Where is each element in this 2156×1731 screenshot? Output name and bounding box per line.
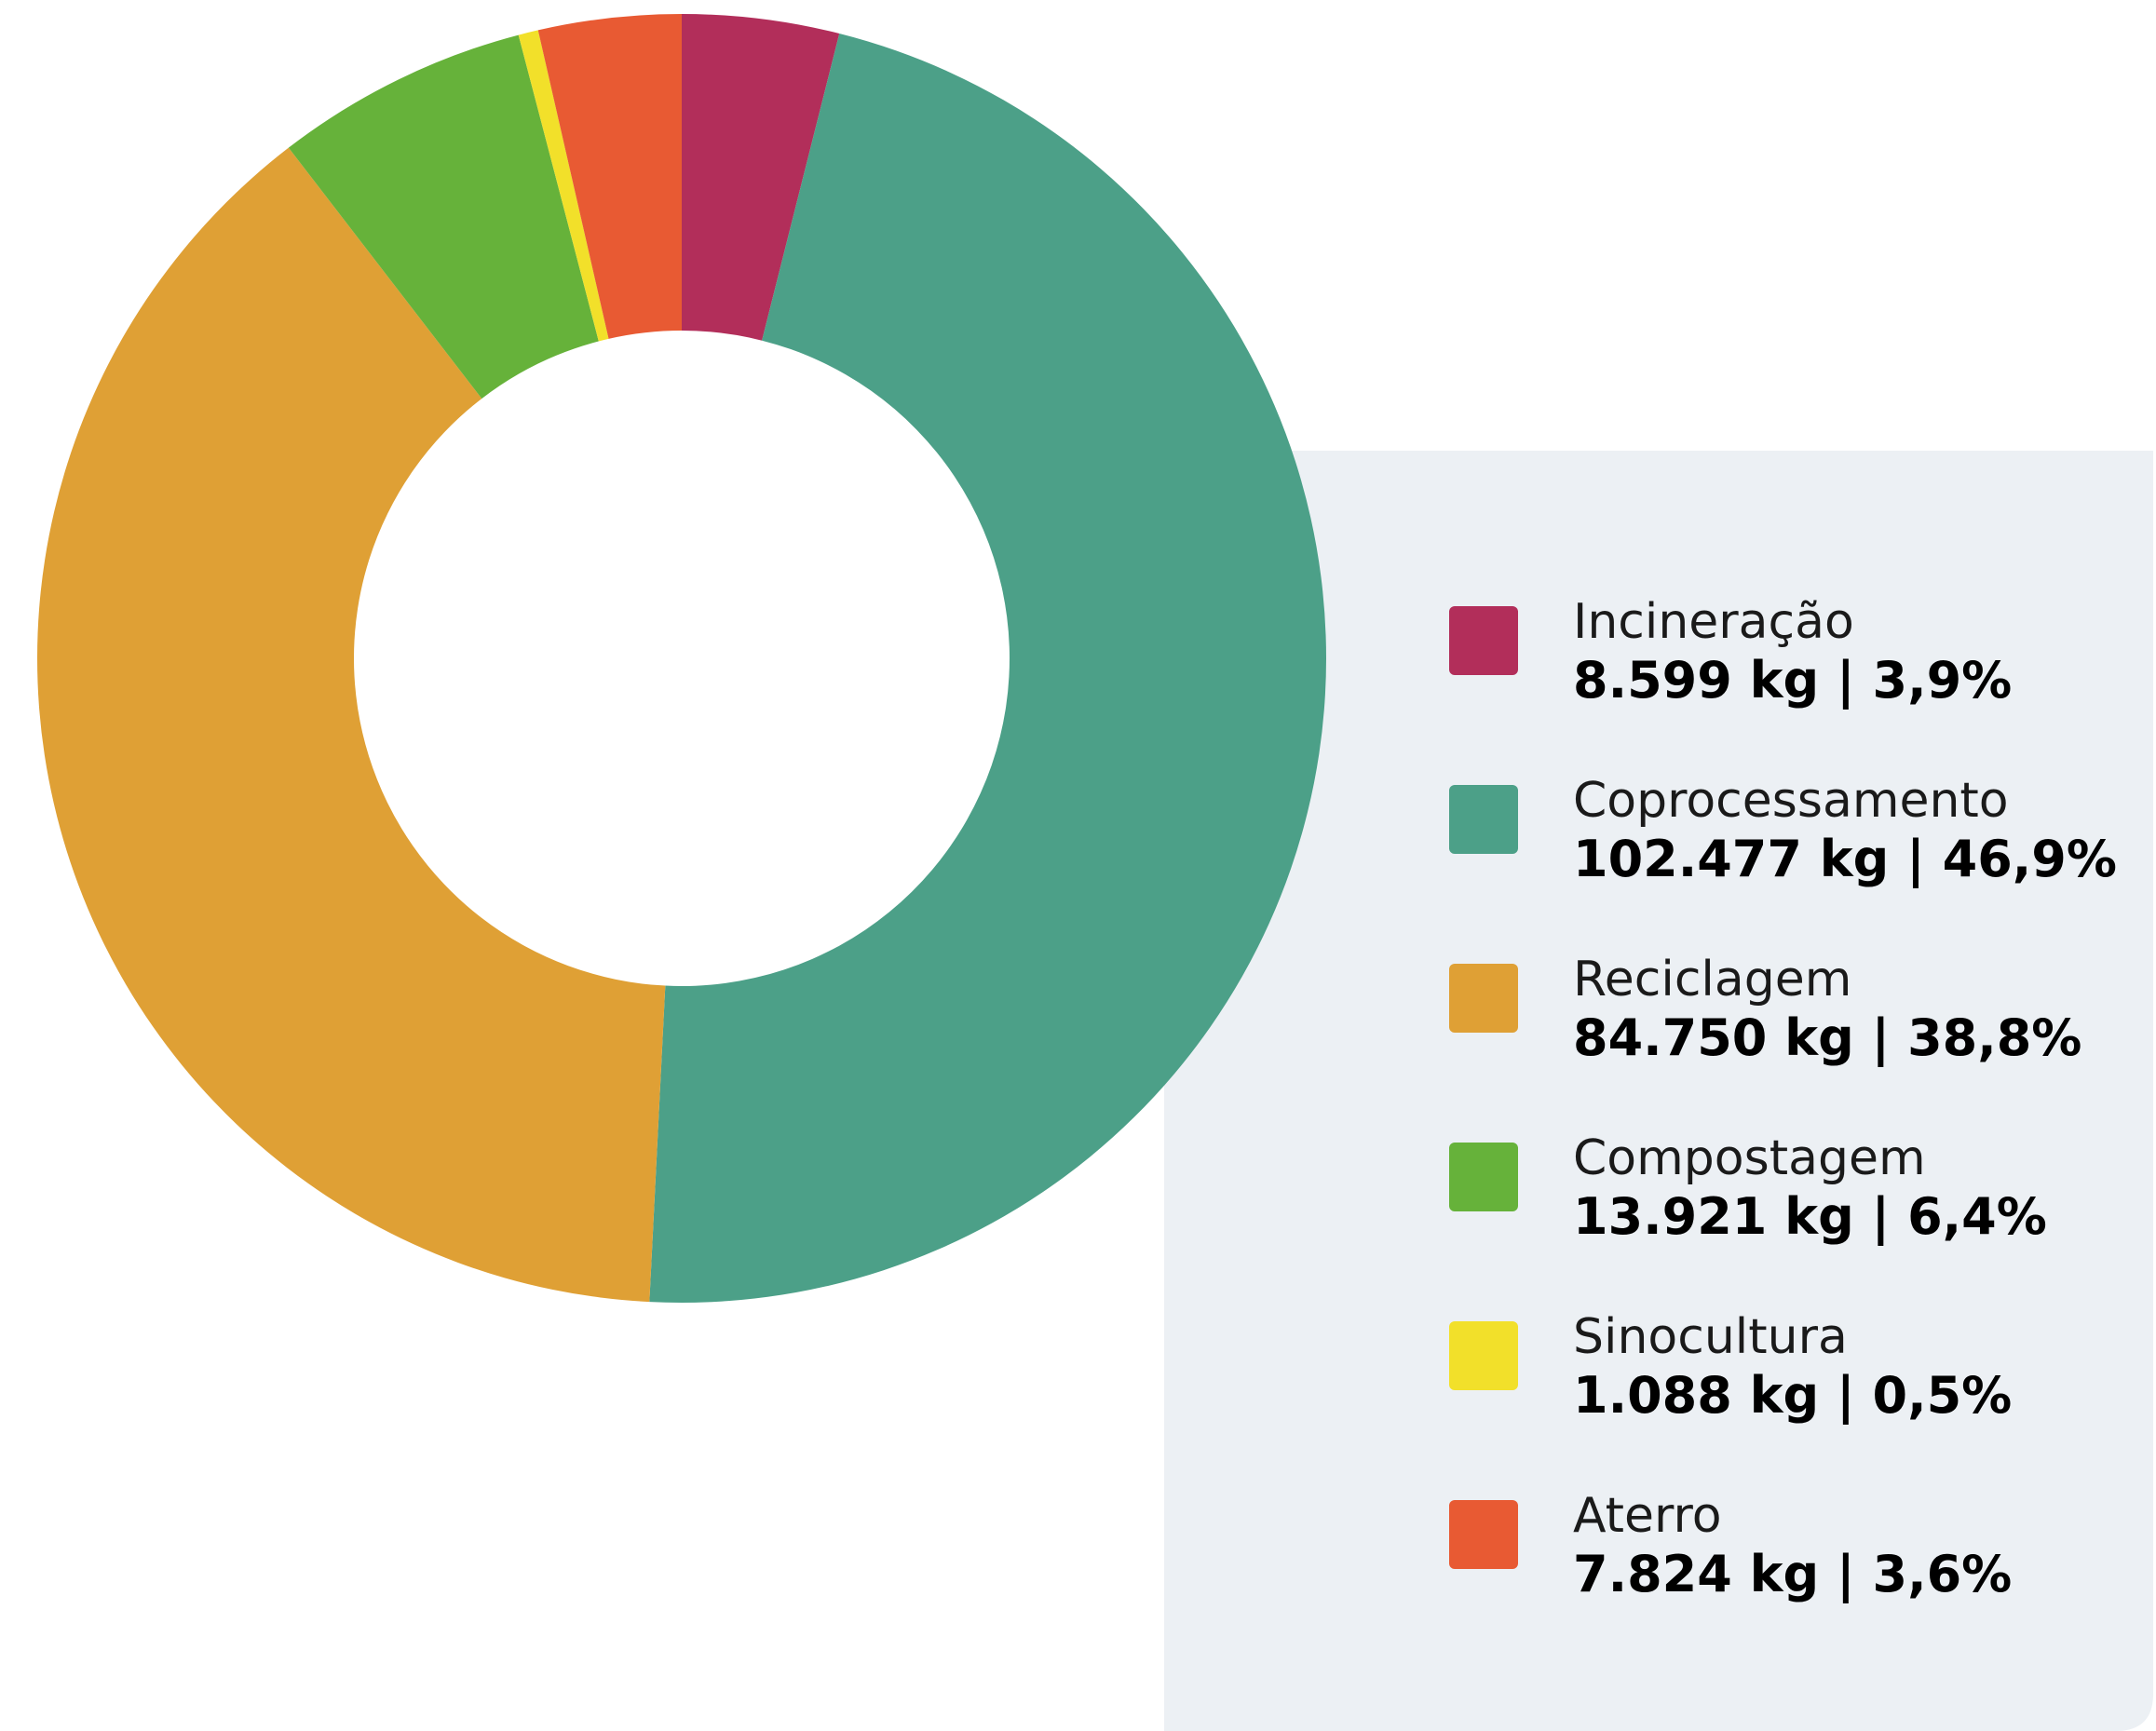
legend-swatch [1449, 785, 1518, 854]
donut-slice [682, 14, 840, 341]
legend-value: 8.599 kg | 3,9% [1573, 651, 2012, 710]
legend-label: Reciclagem [1573, 952, 1851, 1007]
donut-slice [288, 34, 599, 399]
legend-swatch [1449, 1143, 1518, 1211]
legend-value: 13.921 kg | 6,4% [1573, 1187, 2047, 1246]
donut-slice [518, 30, 609, 342]
legend-label: Compostagem [1573, 1130, 1926, 1186]
legend-label: Aterro [1573, 1488, 1722, 1544]
legend-swatch [1449, 964, 1518, 1033]
legend-swatch [1449, 1500, 1518, 1569]
legend-panel [1164, 451, 2153, 1731]
legend-label: Incineração [1573, 594, 1854, 650]
donut-slice [37, 147, 666, 1303]
legend-value: 7.824 kg | 3,6% [1573, 1545, 2012, 1603]
legend-value: 84.750 kg | 38,8% [1573, 1008, 2081, 1067]
legend-label: Sinocultura [1573, 1309, 1848, 1365]
legend-value: 102.477 kg | 46,9% [1573, 830, 2117, 888]
legend-label: Coprocessamento [1573, 773, 2009, 829]
donut-slice [537, 14, 682, 339]
legend-value: 1.088 kg | 0,5% [1573, 1366, 2012, 1425]
donut-slice [649, 34, 1326, 1304]
legend-swatch [1449, 1321, 1518, 1390]
legend-swatch [1449, 606, 1518, 675]
